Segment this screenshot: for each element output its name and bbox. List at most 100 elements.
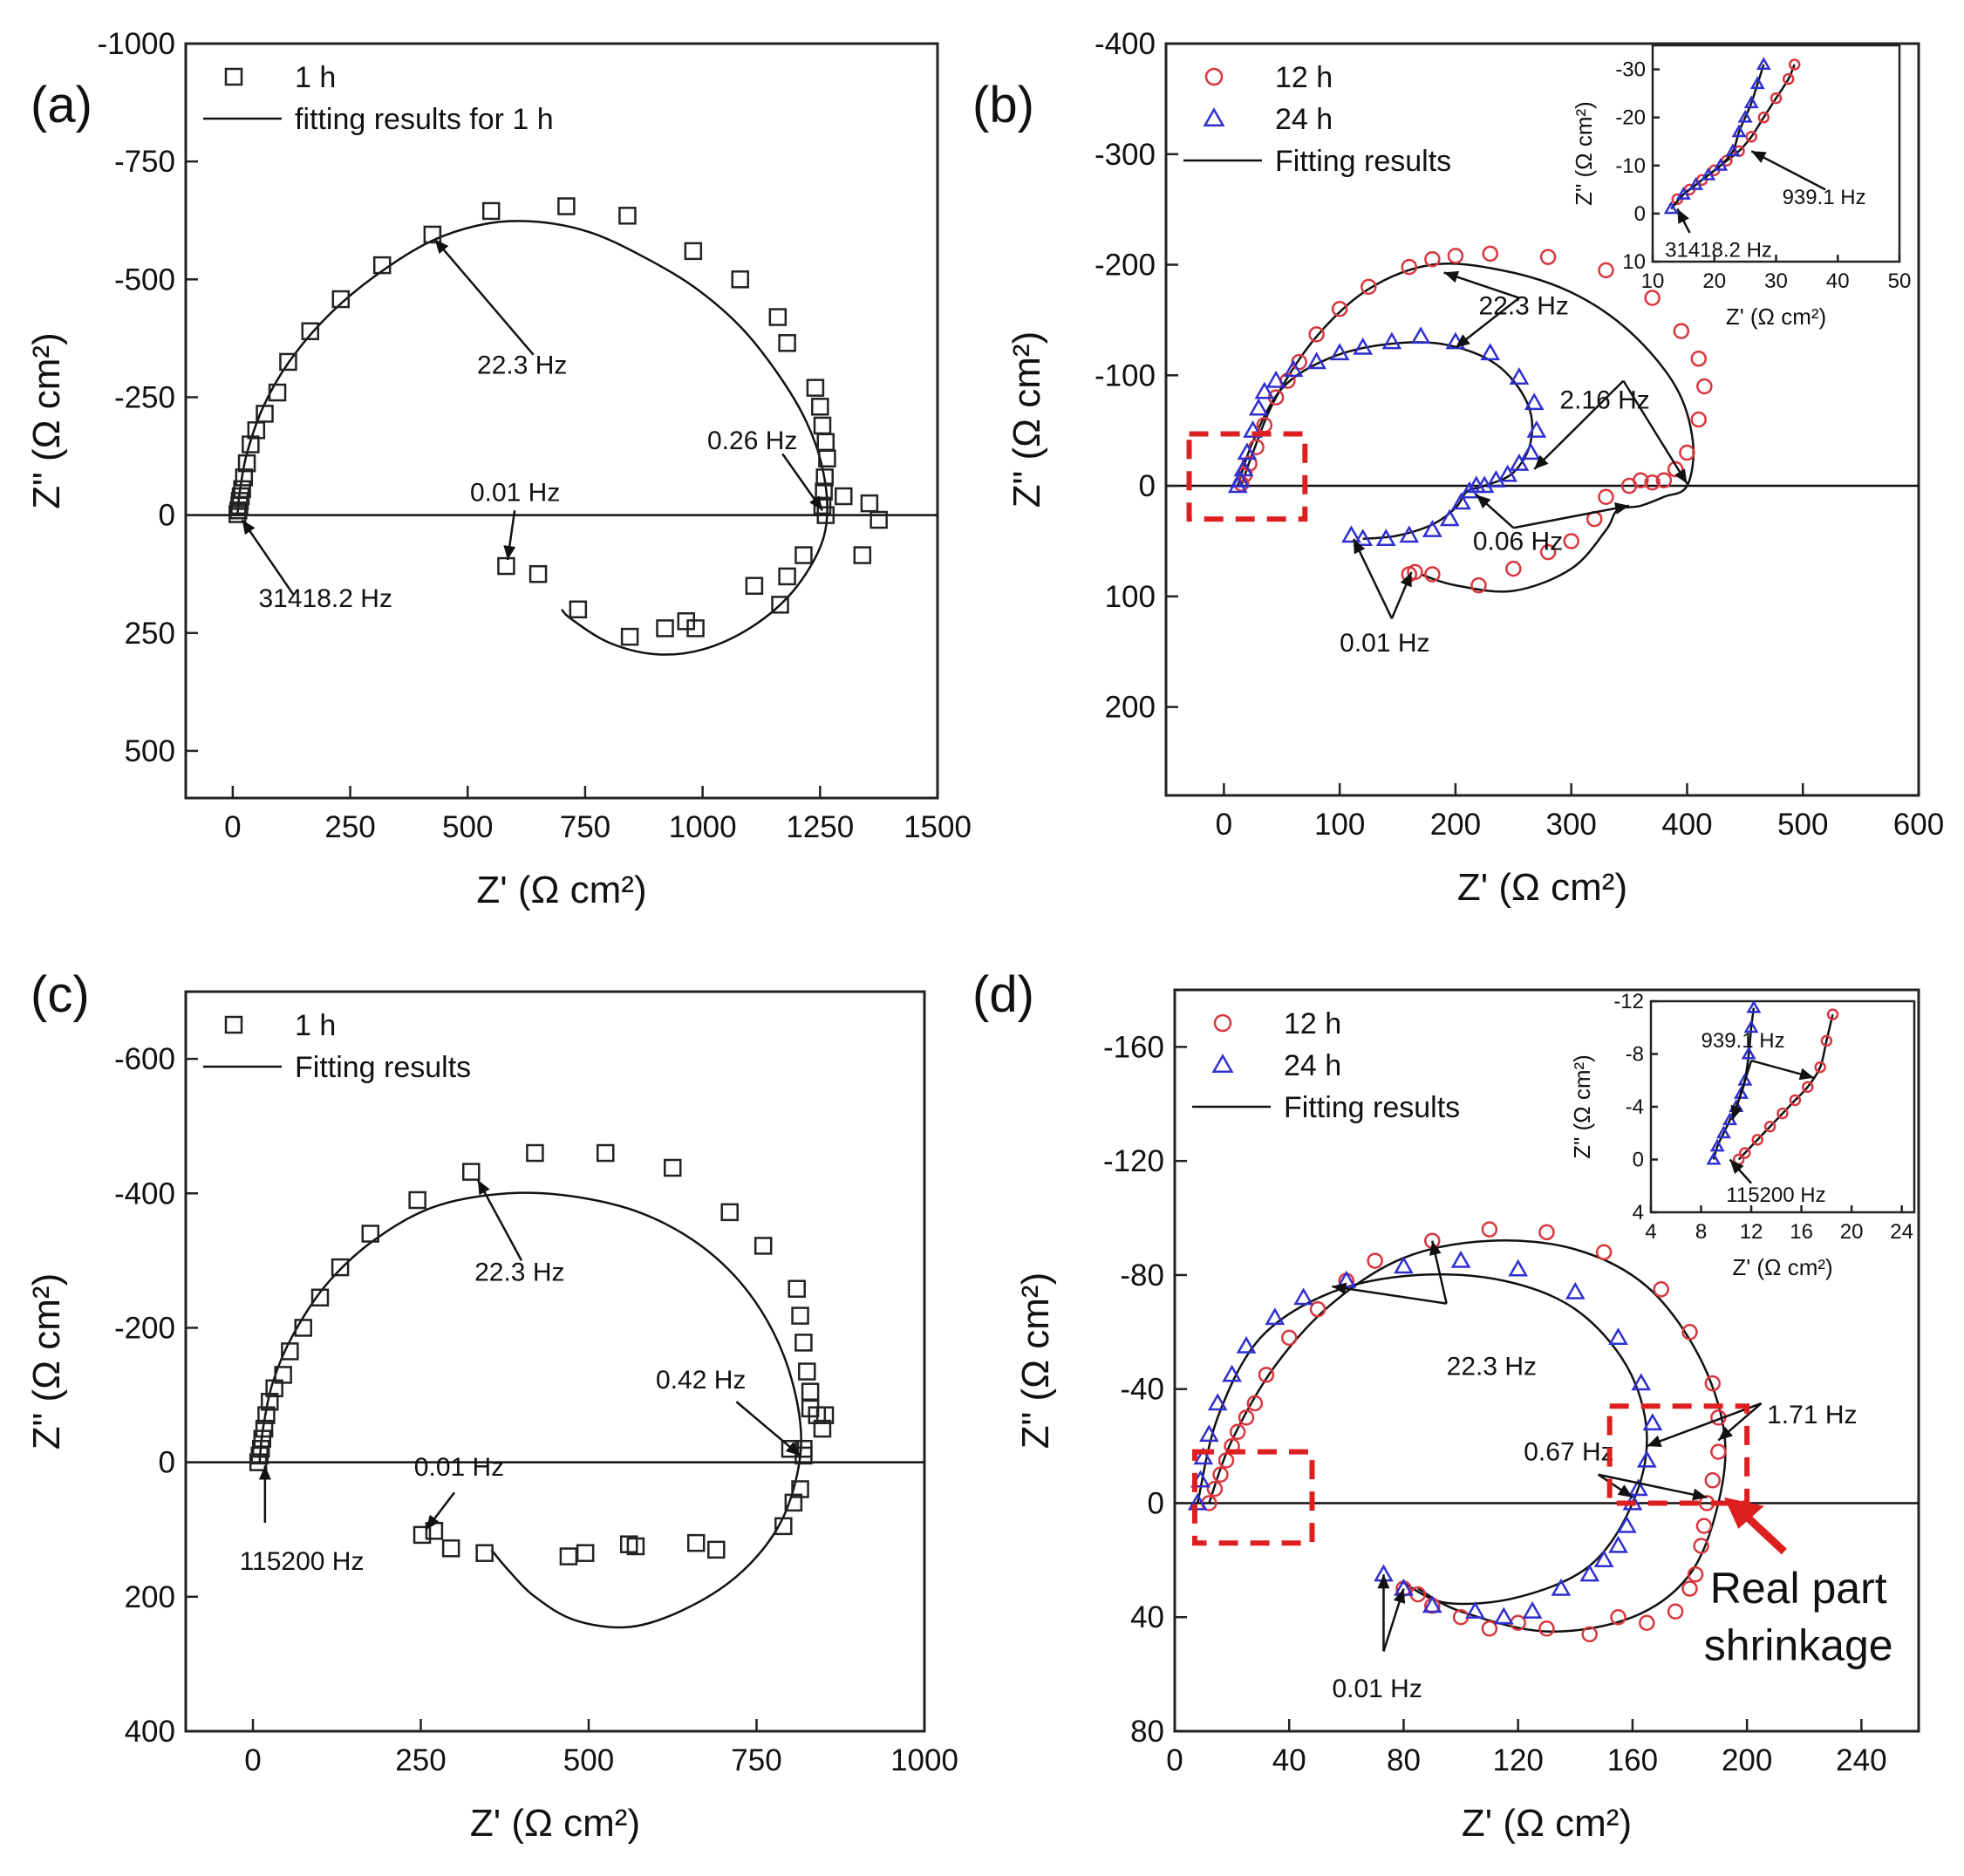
x-tick-label: 40	[1272, 1743, 1306, 1777]
inset-data-point	[1757, 111, 1770, 124]
data-point	[1329, 343, 1350, 361]
legend-label: 12 h	[1275, 61, 1333, 94]
data-point	[1598, 262, 1614, 279]
inset-annotation-31418-hz: 31418.2 Hz	[1665, 238, 1772, 262]
data-point	[361, 1225, 379, 1243]
data-point	[781, 1439, 800, 1458]
data-point	[869, 510, 888, 529]
y-tick-label: 200	[125, 1580, 175, 1614]
data-point	[1524, 392, 1545, 411]
legend-marker	[1213, 1013, 1232, 1033]
annot-arrow-31418-head	[242, 520, 256, 536]
data-point	[557, 197, 576, 215]
data-point	[1486, 470, 1506, 488]
y-tick-label: 250	[125, 617, 175, 651]
annot-arrow-001-head	[503, 545, 516, 560]
annot-arrow-067a-head	[1617, 1484, 1633, 1497]
data-point	[1610, 1608, 1626, 1626]
legend-label: 1 h	[295, 61, 336, 94]
inset-y-tick-label: -10	[1615, 154, 1646, 178]
x-tick-label: 0	[1166, 1743, 1183, 1777]
inset-data-point	[1706, 1151, 1722, 1165]
inset-annot-arrow-939b-head	[1798, 1068, 1814, 1081]
data-point	[1199, 1424, 1219, 1443]
data-point	[813, 496, 832, 515]
annot-arrow-042-head	[785, 1442, 801, 1456]
legend-marker	[224, 1015, 243, 1034]
fit-curve	[1237, 341, 1534, 541]
data-point	[778, 334, 796, 352]
y-tick-label: -400	[114, 1177, 175, 1211]
data-point	[1233, 459, 1254, 477]
inset-data-point	[1802, 1081, 1814, 1094]
inset-x-tick-label: 40	[1826, 269, 1850, 293]
data-point	[408, 1190, 426, 1210]
y-axis-title: Z" (Ω cm²)	[1014, 1272, 1057, 1449]
inset-x-tick-label: 10	[1641, 269, 1665, 293]
data-point	[801, 1399, 820, 1418]
x-tick-label: 250	[395, 1743, 446, 1777]
data-point	[249, 1453, 268, 1471]
x-tick-label: 500	[563, 1743, 614, 1777]
annot-arrow-001a-head	[1354, 538, 1366, 555]
callout-arrow-head	[1723, 1497, 1764, 1529]
inset-annot-arrow-31418-head	[1677, 208, 1689, 224]
data-point	[620, 627, 639, 646]
data-point	[806, 379, 825, 397]
inset-data-point	[1788, 58, 1801, 71]
data-point	[731, 270, 749, 289]
inset-data-point	[1731, 124, 1747, 138]
annot-arrow-001a-line	[1352, 538, 1394, 619]
annot-arrow-067b-line	[1598, 1473, 1708, 1499]
data-point	[835, 487, 853, 506]
annot-arrow-115200-head	[258, 1465, 271, 1480]
data-point	[1608, 1535, 1628, 1553]
data-point	[1681, 1580, 1698, 1597]
data-point	[1639, 1614, 1655, 1632]
data-point	[497, 556, 515, 576]
inset-data-point	[1746, 999, 1762, 1013]
data-point	[1254, 381, 1275, 399]
data-point	[331, 1258, 350, 1277]
data-point	[462, 1163, 481, 1181]
data-point	[1265, 1307, 1285, 1326]
data-point	[1620, 477, 1638, 495]
inset-data-point	[1763, 1120, 1776, 1133]
annot-arrow-026-head	[809, 495, 823, 511]
plot-frame	[1173, 988, 1920, 1733]
annotation-0-42-hz: 0.42 Hz	[656, 1366, 746, 1395]
data-point	[559, 1547, 578, 1566]
data-point	[274, 1366, 292, 1384]
data-point	[1482, 245, 1499, 263]
inset-y-axis-title: Z" (Ω cm²)	[1569, 1054, 1595, 1159]
data-point	[1353, 337, 1374, 355]
data-point	[768, 308, 788, 326]
data-point	[597, 1143, 615, 1163]
x-axis-title: Z' (Ω cm²)	[1462, 1802, 1632, 1845]
data-point	[1193, 1447, 1214, 1465]
data-point	[441, 1539, 460, 1558]
inset-data-point	[1743, 1020, 1759, 1034]
inset-data-point	[1782, 72, 1795, 85]
data-point	[1258, 1367, 1275, 1383]
legend-label: 1 h	[295, 1009, 336, 1042]
annot-arrow-006b-head	[1614, 502, 1630, 515]
data-point	[1381, 331, 1402, 350]
data-point	[811, 398, 829, 416]
data-point	[233, 480, 251, 499]
panel-c: (c) 0 250 500 750 1000 -600 -400 -200 0 200 400 Z' (…	[25, 966, 958, 1845]
data-point	[619, 1535, 638, 1553]
data-point	[1539, 543, 1557, 561]
data-point	[242, 435, 260, 454]
annotation-0-01-hz: 0.01 Hz	[414, 1453, 504, 1482]
data-point	[791, 1480, 809, 1498]
x-tick-label: 750	[731, 1743, 781, 1777]
annotation-0-01-hz: 0.01 Hz	[1340, 629, 1429, 658]
data-point	[1704, 1472, 1722, 1489]
data-point	[1617, 1515, 1637, 1533]
annot-arrow-31418-line	[241, 519, 295, 597]
inset-y-tick-label: 4	[1633, 1201, 1644, 1225]
x-tick-label: 0	[224, 810, 241, 844]
legend-label: Fitting results	[1275, 145, 1451, 178]
y-tick-label: -120	[1103, 1144, 1164, 1178]
